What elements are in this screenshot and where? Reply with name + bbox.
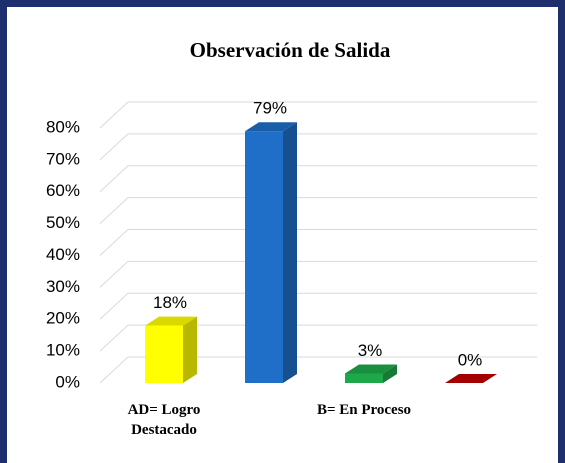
bar-face — [245, 131, 283, 383]
grid-line — [99, 165, 537, 193]
bar-face — [245, 122, 297, 132]
y-tick-label: 70% — [46, 149, 80, 168]
data-label: 18% — [153, 293, 187, 312]
data-label: 3% — [358, 341, 383, 360]
grid-line — [99, 229, 537, 256]
grid-line — [99, 101, 537, 129]
bar-face — [145, 316, 197, 326]
y-tick-label: 40% — [46, 245, 80, 264]
grid-line — [99, 197, 537, 224]
bar — [245, 122, 297, 383]
data-label: 0% — [458, 350, 483, 369]
bar-face — [445, 374, 497, 383]
grid-line — [99, 356, 537, 384]
grid-line — [99, 292, 537, 320]
bar-face — [345, 373, 383, 383]
y-tick-label: 10% — [46, 341, 80, 360]
bar-face — [183, 316, 197, 383]
grid-line — [99, 133, 537, 161]
x-tick-label: B= En Proceso — [316, 402, 412, 418]
data-label: 79% — [253, 99, 287, 118]
bar-face — [345, 364, 397, 374]
bar-face — [145, 325, 183, 383]
y-tick-label: 80% — [46, 117, 80, 136]
bar-face — [283, 122, 297, 383]
y-tick-label: 30% — [46, 277, 80, 296]
bar — [145, 316, 197, 383]
grid-line — [99, 324, 537, 352]
bar — [345, 364, 397, 383]
grid-line — [99, 260, 537, 288]
chart-title: Observación de Salida — [190, 38, 391, 62]
bar — [445, 374, 497, 383]
y-tick-label: 0% — [55, 372, 80, 391]
y-tick-label: 20% — [46, 309, 80, 328]
y-tick-label: 50% — [46, 213, 80, 232]
x-tick-label: AD= Logro Destacado — [127, 402, 201, 438]
y-tick-label: 60% — [46, 181, 80, 200]
bar-face — [383, 364, 397, 383]
